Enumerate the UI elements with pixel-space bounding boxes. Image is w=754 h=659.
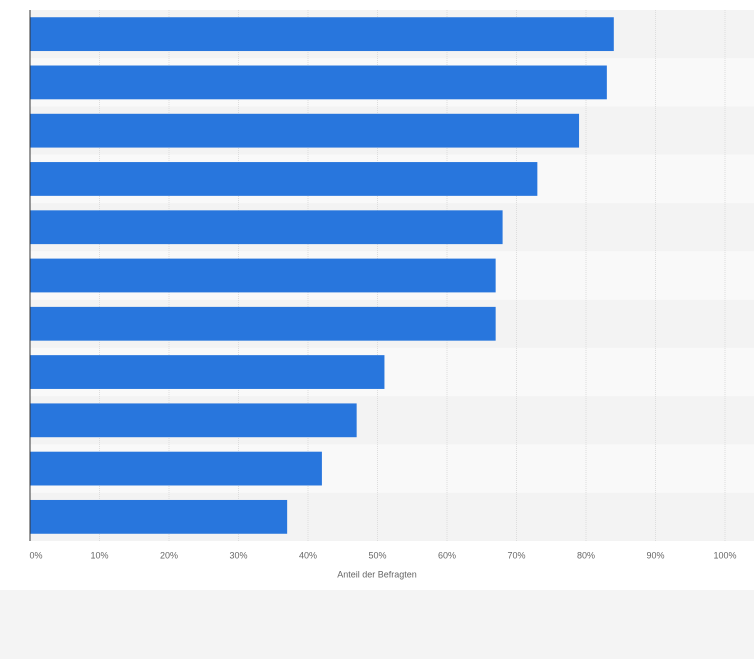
footer-background [0, 590, 754, 659]
bar [30, 355, 385, 389]
x-tick-label: 20% [160, 550, 178, 560]
bar [30, 210, 503, 245]
x-tick-label: 70% [507, 550, 525, 560]
bar [30, 451, 322, 486]
x-axis-label: Anteil der Befragten [337, 569, 417, 579]
x-tick-label: 60% [438, 550, 456, 560]
bar [30, 113, 580, 148]
x-tick-label: 40% [299, 550, 317, 560]
x-tick-label: 100% [713, 550, 736, 560]
bar [30, 403, 357, 438]
bar [30, 162, 538, 196]
bar [30, 258, 496, 293]
bar [30, 499, 288, 534]
bar [30, 17, 614, 52]
bar [30, 306, 496, 341]
x-tick-label: 90% [646, 550, 664, 560]
x-tick-label: 80% [577, 550, 595, 560]
x-tick-label: 0% [29, 550, 42, 560]
x-tick-label: 50% [368, 550, 386, 560]
x-tick-label: 10% [90, 550, 108, 560]
bar [30, 65, 607, 100]
x-tick-label: 30% [229, 550, 247, 560]
